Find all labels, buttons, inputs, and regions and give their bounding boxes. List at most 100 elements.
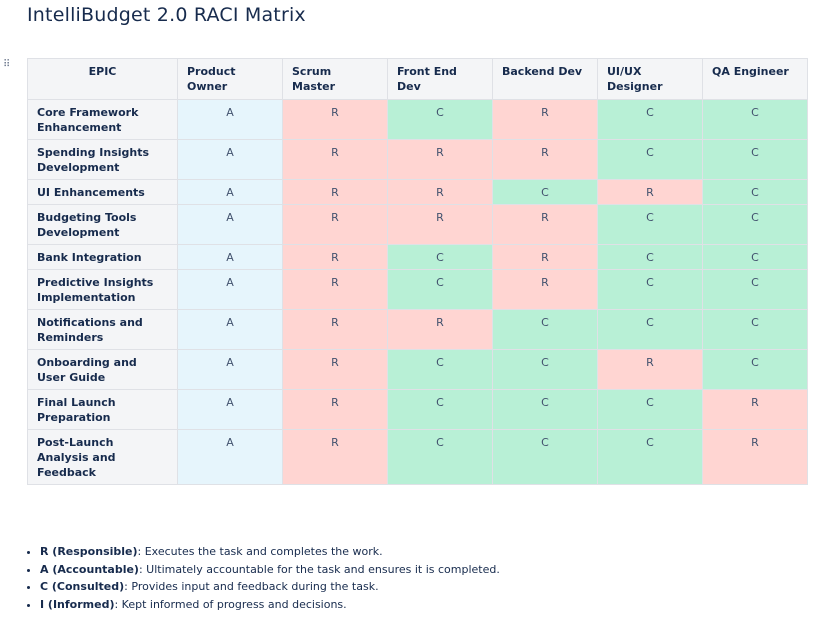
table-row: Budgeting Tools Development A R R R C C: [27, 204, 808, 245]
column-header-epic: EPIC: [27, 58, 178, 100]
epic-name: Notifications and Reminders: [27, 309, 178, 350]
epic-name: Onboarding and User Guide: [27, 349, 178, 390]
legend-term: C (Consulted): [40, 580, 125, 593]
raci-cell: R: [492, 269, 598, 310]
raci-cell: C: [597, 244, 703, 270]
raci-cell: R: [387, 309, 493, 350]
raci-cell: R: [597, 349, 703, 390]
raci-cell: A: [177, 389, 283, 430]
raci-cell: A: [177, 99, 283, 140]
table-row: Predictive Insights Implementation A R C R C C: [27, 269, 808, 310]
legend-term: I (Informed): [40, 597, 115, 611]
raci-cell: R: [282, 429, 388, 485]
raci-cell: C: [597, 139, 703, 180]
raci-cell: A: [177, 244, 283, 270]
raci-cell: C: [387, 99, 493, 140]
raci-cell: C: [597, 389, 703, 430]
table-row: Notifications and Reminders A R R C C C: [27, 309, 808, 350]
raci-cell: R: [492, 99, 598, 140]
raci-cell: R: [492, 244, 598, 270]
raci-cell: R: [282, 309, 388, 350]
raci-cell: A: [177, 139, 283, 180]
legend-item: R (Responsible): Executes the task and c…: [40, 545, 500, 560]
raci-cell: R: [597, 179, 703, 205]
table-body: Core Framework Enhancement A R C R C C Spending…: [27, 99, 808, 485]
raci-cell: C: [702, 309, 808, 350]
raci-cell: R: [387, 139, 493, 180]
raci-cell: C: [387, 244, 493, 270]
raci-cell: R: [387, 204, 493, 245]
raci-matrix-table: EPIC Product Owner Scrum Master Front End D…: [27, 58, 808, 485]
raci-cell: R: [387, 179, 493, 205]
raci-cell: C: [492, 309, 598, 350]
raci-cell: R: [492, 139, 598, 180]
raci-cell: R: [282, 139, 388, 180]
raci-cell: C: [702, 269, 808, 310]
raci-cell: R: [282, 244, 388, 270]
raci-cell: R: [282, 99, 388, 140]
raci-cell: C: [597, 269, 703, 310]
header-row: EPIC Product Owner Scrum Master Front End D…: [27, 58, 808, 100]
table-row: Onboarding and User Guide A R C C R C: [27, 349, 808, 390]
raci-cell: C: [702, 139, 808, 180]
table-row: Final Launch Preparation A R C C C R: [27, 389, 808, 430]
table-row: Post-Launch Analysis and Feedback A R C C C R: [27, 429, 808, 485]
raci-cell: C: [387, 269, 493, 310]
table-header: EPIC Product Owner Scrum Master Front End D…: [27, 58, 808, 100]
epic-name: Core Framework Enhancement: [27, 99, 178, 140]
legend-description: : Kept informed of progress and decision…: [114, 597, 347, 611]
raci-cell: C: [492, 389, 598, 430]
raci-cell: R: [492, 204, 598, 245]
raci-cell: A: [177, 179, 283, 205]
raci-cell: C: [702, 349, 808, 390]
raci-cell: C: [597, 99, 703, 140]
legend-description: : Executes the task and completes the wo…: [137, 545, 383, 558]
legend-description: : Ultimately accountable for the task an…: [138, 562, 500, 576]
table-row: UI Enhancements A R R C R C: [27, 179, 808, 205]
legend-term: R (Responsible): [40, 545, 138, 558]
raci-cell: C: [492, 179, 598, 205]
legend-term: A (Accountable): [40, 562, 139, 576]
raci-cell: C: [702, 204, 808, 245]
page-title: IntelliBudget 2.0 RACI Matrix: [27, 4, 306, 26]
raci-cell: C: [597, 429, 703, 485]
epic-name: UI Enhancements: [27, 179, 178, 205]
raci-cell: C: [492, 349, 598, 390]
legend-item: C (Consulted): Provides input and feedba…: [40, 580, 500, 595]
table-row: Core Framework Enhancement A R C R C C: [27, 99, 808, 140]
epic-name: Spending Insights Development: [27, 139, 178, 180]
epic-name: Post-Launch Analysis and Feedback: [27, 429, 178, 485]
column-header: Scrum Master: [282, 58, 388, 100]
raci-cell: R: [282, 269, 388, 310]
legend-description: : Provides input and feedback during the…: [124, 580, 379, 593]
raci-cell: A: [177, 429, 283, 485]
epic-name: Bank Integration: [27, 244, 178, 270]
raci-cell: C: [387, 349, 493, 390]
raci-cell: C: [387, 389, 493, 430]
raci-cell: C: [492, 429, 598, 485]
drag-handle-icon[interactable]: ⠿: [3, 59, 11, 70]
column-header: Product Owner: [177, 58, 283, 100]
raci-cell: R: [282, 349, 388, 390]
column-header: Front End Dev: [387, 58, 493, 100]
raci-cell: C: [702, 244, 808, 270]
raci-cell: C: [702, 179, 808, 205]
raci-cell: A: [177, 309, 283, 350]
table-row: Bank Integration A R C R C C: [27, 244, 808, 270]
raci-cell: R: [702, 429, 808, 485]
raci-cell: A: [177, 204, 283, 245]
raci-cell: R: [282, 204, 388, 245]
epic-name: Predictive Insights Implementation: [27, 269, 178, 310]
table-row: Spending Insights Development A R R R C C: [27, 139, 808, 180]
legend-item: I (Informed): Kept informed of progress …: [40, 598, 500, 613]
epic-name: Budgeting Tools Development: [27, 204, 178, 245]
column-header: Backend Dev: [492, 58, 598, 100]
raci-cell: C: [597, 309, 703, 350]
raci-cell: A: [177, 269, 283, 310]
raci-cell: C: [597, 204, 703, 245]
raci-cell: R: [702, 389, 808, 430]
raci-cell: A: [177, 349, 283, 390]
column-header: QA Engineer: [702, 58, 808, 100]
raci-cell: C: [702, 99, 808, 140]
column-header: UI/UX Designer: [597, 58, 703, 100]
